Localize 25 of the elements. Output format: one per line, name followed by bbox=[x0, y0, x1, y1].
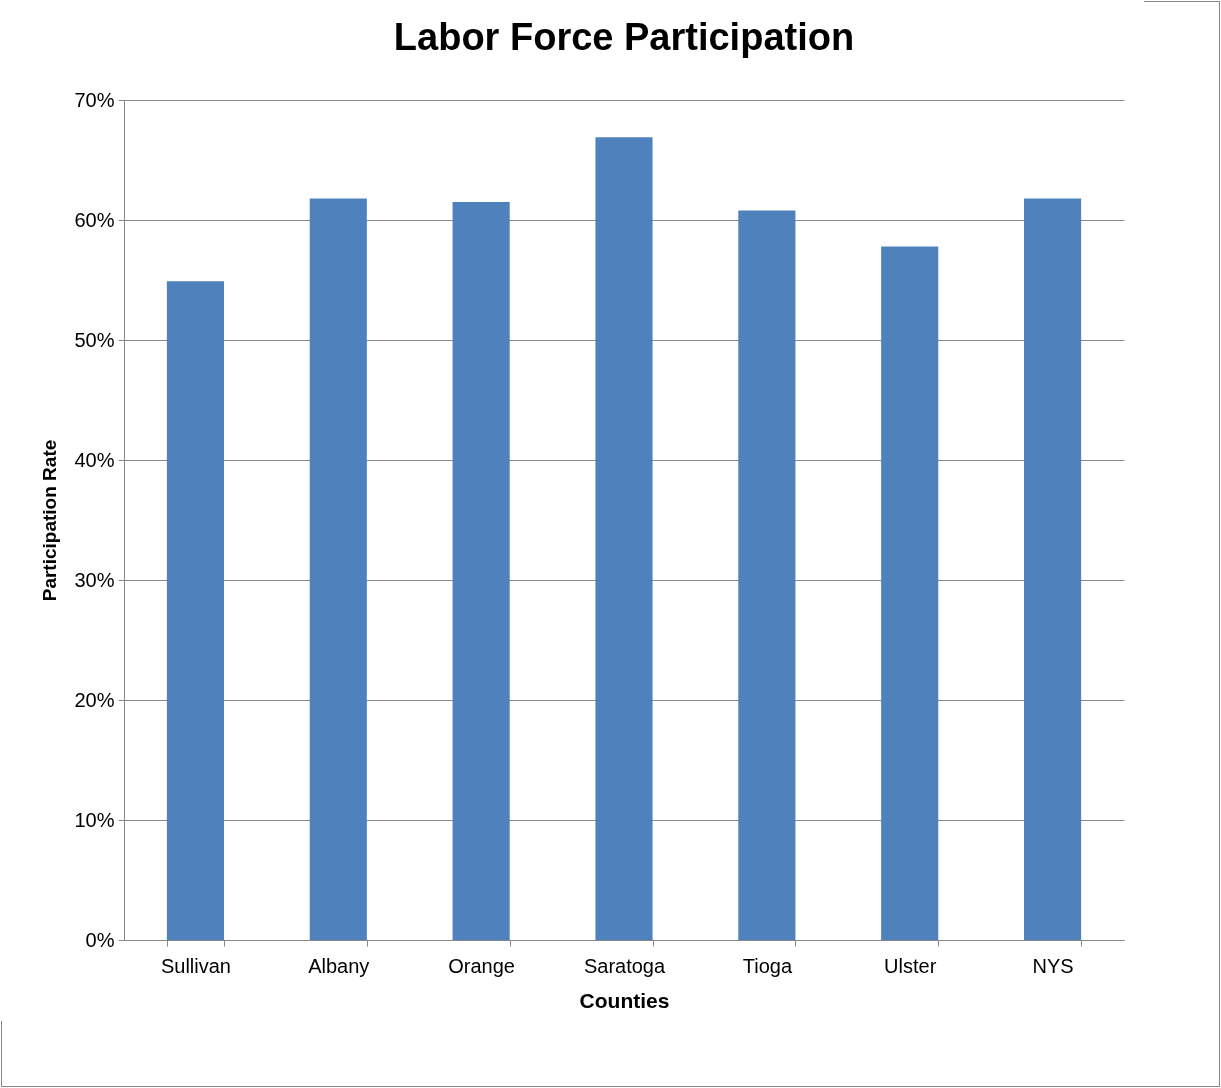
bar bbox=[166, 281, 224, 940]
x-tick-label: Sullivan bbox=[160, 954, 231, 977]
x-axis-title: Counties bbox=[579, 988, 670, 1012]
x-tick-label: Tioga bbox=[742, 954, 793, 977]
y-tick-label: 70% bbox=[74, 88, 115, 111]
y-tick-label: 10% bbox=[74, 808, 115, 831]
y-tick-label: 40% bbox=[74, 448, 115, 471]
bar bbox=[309, 198, 367, 940]
y-tick-label: 20% bbox=[74, 688, 115, 711]
x-tick-label: Saratoga bbox=[583, 954, 666, 977]
bar bbox=[738, 210, 796, 940]
y-tick-label: 60% bbox=[74, 208, 115, 231]
y-tick-label: 30% bbox=[74, 568, 115, 591]
bar bbox=[1024, 198, 1082, 940]
bar bbox=[881, 246, 939, 940]
y-tick-label: 0% bbox=[85, 928, 115, 951]
x-tick-label: Ulster bbox=[884, 954, 937, 977]
x-tick-label: Albany bbox=[308, 954, 370, 977]
chart-title: Labor Force Participation bbox=[393, 16, 855, 58]
x-tick-label: Orange bbox=[448, 954, 515, 977]
y-axis-title: Participation Rate bbox=[39, 439, 61, 602]
y-tick-label: 50% bbox=[74, 328, 115, 351]
bar bbox=[595, 137, 653, 940]
x-tick-label: NYS bbox=[1032, 954, 1074, 977]
bar bbox=[452, 202, 510, 940]
